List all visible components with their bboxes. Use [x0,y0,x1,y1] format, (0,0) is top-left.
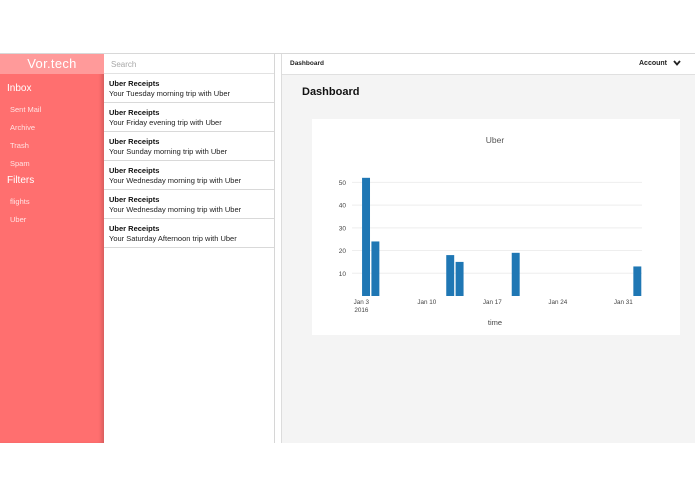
brand-logo[interactable]: Vor.tech [0,54,104,74]
x-tick-label: Jan 31 [614,299,633,306]
mail-subject: Your Friday evening trip with Uber [109,118,222,127]
mail-list: Uber Receipts Your Tuesday morning trip … [104,54,275,443]
bar [511,252,520,296]
mail-subject: Your Sunday morning trip with Uber [109,147,228,156]
x-tick-label: Jan 24 [548,299,567,306]
y-tick-label: 10 [339,271,347,278]
mail-list-item[interactable]: Uber Receipts Your Saturday Afternoon tr… [104,219,274,248]
mail-sender: Uber Receipts [109,108,160,117]
chart-card: Uber 10 20 30 40 50 Jan 3 2016 Jan 10 Jan 17 Jan… [312,119,680,335]
sidebar-item-flights[interactable]: flights [10,197,30,206]
mail-sender: Uber Receipts [109,195,160,204]
mail-list-item[interactable]: Uber Receipts Your Sunday morning trip w… [104,132,274,161]
x-tick-label: Jan 3 [354,299,370,306]
x-axis-label: time [488,318,502,327]
mail-app: Vor.tech Inbox Sent Mail Archive Trash S… [0,53,695,443]
breadcrumb[interactable]: Dashboard [290,60,324,67]
mail-sender: Uber Receipts [109,137,160,146]
mail-subject: Your Saturday Afternoon trip with Uber [109,234,237,243]
bar [446,255,455,296]
chart-title: Uber [486,135,505,145]
mail-subject: Your Wednesday morning trip with Uber [109,176,242,185]
mail-subject: Your Tuesday morning trip with Uber [109,89,231,98]
mail-list-item[interactable]: Uber Receipts Your Wednesday morning tri… [104,190,274,219]
x-tick-label: Jan 10 [417,299,436,306]
mail-list-item[interactable]: Uber Receipts Your Tuesday morning trip … [104,74,274,103]
sidebar-item-archive[interactable]: Archive [10,123,36,132]
x-tick-sublabel: 2016 [354,307,369,314]
sidebar: Vor.tech Inbox Sent Mail Archive Trash S… [0,54,104,443]
sidebar-item-uber[interactable]: Uber [10,215,27,224]
sidebar-item-sent-mail[interactable]: Sent Mail [10,105,42,114]
account-menu-button[interactable]: Account [639,60,667,67]
mail-subject: Your Wednesday morning trip with Uber [109,205,242,214]
chevron-down-icon[interactable] [672,58,682,68]
mail-sender: Uber Receipts [109,166,160,175]
bar [371,241,380,296]
search-input[interactable] [104,55,271,74]
inbox-section-title[interactable]: Inbox [7,83,32,94]
sidebar-item-trash[interactable]: Trash [10,141,29,150]
mail-list-item[interactable]: Uber Receipts Your Wednesday morning tri… [104,161,274,190]
mail-sender: Uber Receipts [109,79,160,88]
page-title: Dashboard [302,86,360,98]
main-panel: Dashboard Account Dashboard Uber 10 20 30 4… [281,54,695,443]
top-bar: Dashboard Account [282,54,695,75]
x-tick-label: Jan 17 [483,299,502,306]
mail-list-item[interactable]: Uber Receipts Your Friday evening trip w… [104,103,274,132]
bar [362,177,371,296]
y-tick-label: 20 [339,248,347,255]
y-tick-label: 50 [339,180,347,187]
y-tick-label: 40 [339,203,347,210]
bar [455,261,464,296]
mail-sender: Uber Receipts [109,224,160,233]
y-tick-label: 30 [339,225,347,232]
bar [633,266,642,296]
search-bar [104,54,274,74]
filters-section-title[interactable]: Filters [7,175,35,186]
sidebar-item-spam[interactable]: Spam [10,159,30,168]
